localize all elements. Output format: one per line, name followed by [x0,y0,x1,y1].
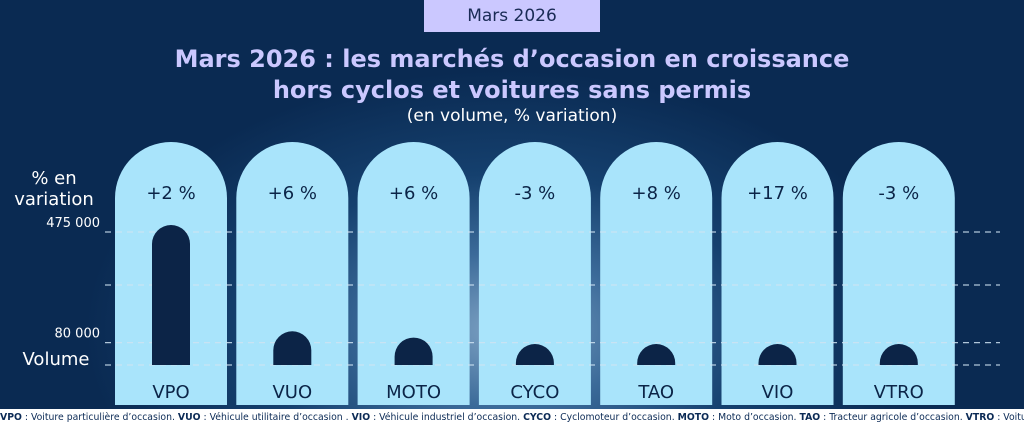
capsule-vio [721,142,834,405]
bar-vio [758,344,797,365]
capsule-moto [357,142,470,405]
variation-label-tao: +8 % [632,183,681,204]
footer-abbr-cyco: CYCO [523,412,552,423]
y-tick-label-1: 80 000 [55,327,101,342]
footer-legend: VPO : Voiture particulière d’occasion. V… [0,409,1024,427]
capsule-cyco [478,141,591,405]
bar-vuo [273,331,312,365]
capsule-vtro [842,142,955,405]
category-label-tao: TAO [637,382,674,403]
footer-abbr-moto: MOTO [677,412,710,423]
volume-axis-label: Volume [22,349,90,370]
footer-definition-vio: : Véhicule industriel d’occasion. [370,412,524,423]
footer-definition-moto: : Moto d’occasion. [709,412,800,423]
category-label-cyco: CYCO [510,382,559,403]
chart-title-line-1: Mars 2026 : les marchés d’occasion en cr… [174,45,850,73]
category-label-vuo: VUO [272,382,312,403]
variation-axis-label-line-1: % en [31,168,77,189]
footer-definition-tao: : Tracteur agricole d’occasion. [820,412,966,423]
capsule-vuo [236,142,349,405]
variation-label-moto: +6 % [389,183,438,204]
footer-definition-vpo: : Voiture particulière d’occasion. [21,412,178,423]
footer-abbr-vio: VIO [351,412,371,423]
category-label-vtro: VTRO [874,382,924,403]
footer-abbr-vtro: VTRO [965,412,995,423]
chart-subtitle: (en volume, % variation) [406,106,618,126]
footer-abbr-vuo: VUO [177,412,201,423]
category-label-vpo: VPO [152,382,189,403]
variation-label-vpo: +2 % [146,183,195,204]
variation-label-vio: +17 % [747,183,808,204]
bar-moto [394,337,433,365]
footer-definition-cyco: : Cyclomoteur d’occasion. [551,412,678,423]
chart-title-line-2: hors cyclos et voitures sans permis [272,76,752,104]
footer-definition-vtro: : Voiture sans permis d’occasion [997,412,1024,423]
capsule-tao [600,142,713,405]
bar-cyco [515,344,554,365]
date-badge: Mars 2026 [424,0,600,32]
footer-definition-vuo: : Véhicule utilitaire d’occasion . [200,412,352,423]
variation-label-vuo: +6 % [268,183,317,204]
category-label-vio: VIO [762,382,794,403]
bar-tao [637,344,676,365]
footer-abbr-vpo: VPO [0,412,22,423]
bar-vtro [879,344,918,365]
category-label-moto: MOTO [386,382,441,403]
y-tick-label-0: 475 000 [46,216,100,231]
variation-axis-label-line-2: variation [14,189,94,210]
variation-label-cyco: -3 % [515,183,556,204]
bar-vpo [152,225,190,365]
variation-label-vtro: -3 % [878,183,919,204]
variation-axis-label: % en variation [8,168,100,210]
footer-abbr-tao: TAO [799,412,821,423]
